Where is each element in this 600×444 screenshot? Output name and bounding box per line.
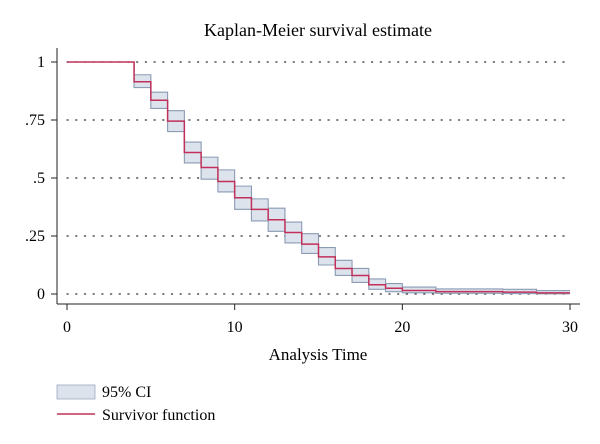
x-tick-label-0: 0 bbox=[63, 319, 71, 336]
y-tick-label-1: .25 bbox=[25, 228, 45, 245]
ci-lower-bound bbox=[67, 61, 570, 295]
y-axis-ticks: 0 .25 .5 .75 1 bbox=[25, 54, 57, 303]
x-axis-label: Analysis Time bbox=[269, 345, 368, 364]
legend-swatch-ci bbox=[56, 384, 96, 400]
y-tick-label-4: 1 bbox=[37, 54, 45, 71]
x-tick-label-3: 30 bbox=[562, 319, 578, 336]
legend: 95% CI Survivor function bbox=[56, 384, 215, 424]
ci-upper-bound bbox=[67, 61, 570, 292]
x-tick-label-1: 10 bbox=[227, 319, 243, 336]
y-tick-label-0: 0 bbox=[37, 286, 45, 303]
grid-lines bbox=[66, 61, 571, 295]
x-axis-ticks: 0 10 20 30 bbox=[63, 304, 578, 336]
y-tick-label-3: .75 bbox=[25, 112, 45, 129]
y-tick-label-2: .5 bbox=[33, 170, 45, 187]
legend-label-ci: 95% CI bbox=[102, 384, 151, 401]
axes bbox=[56, 48, 580, 305]
survival-line bbox=[67, 61, 570, 294]
legend-label-survivor: Survivor function bbox=[102, 407, 215, 424]
chart-title: Kaplan-Meier survival estimate bbox=[204, 20, 432, 40]
x-tick-label-2: 20 bbox=[394, 319, 410, 336]
survivor-function-line bbox=[67, 61, 570, 294]
